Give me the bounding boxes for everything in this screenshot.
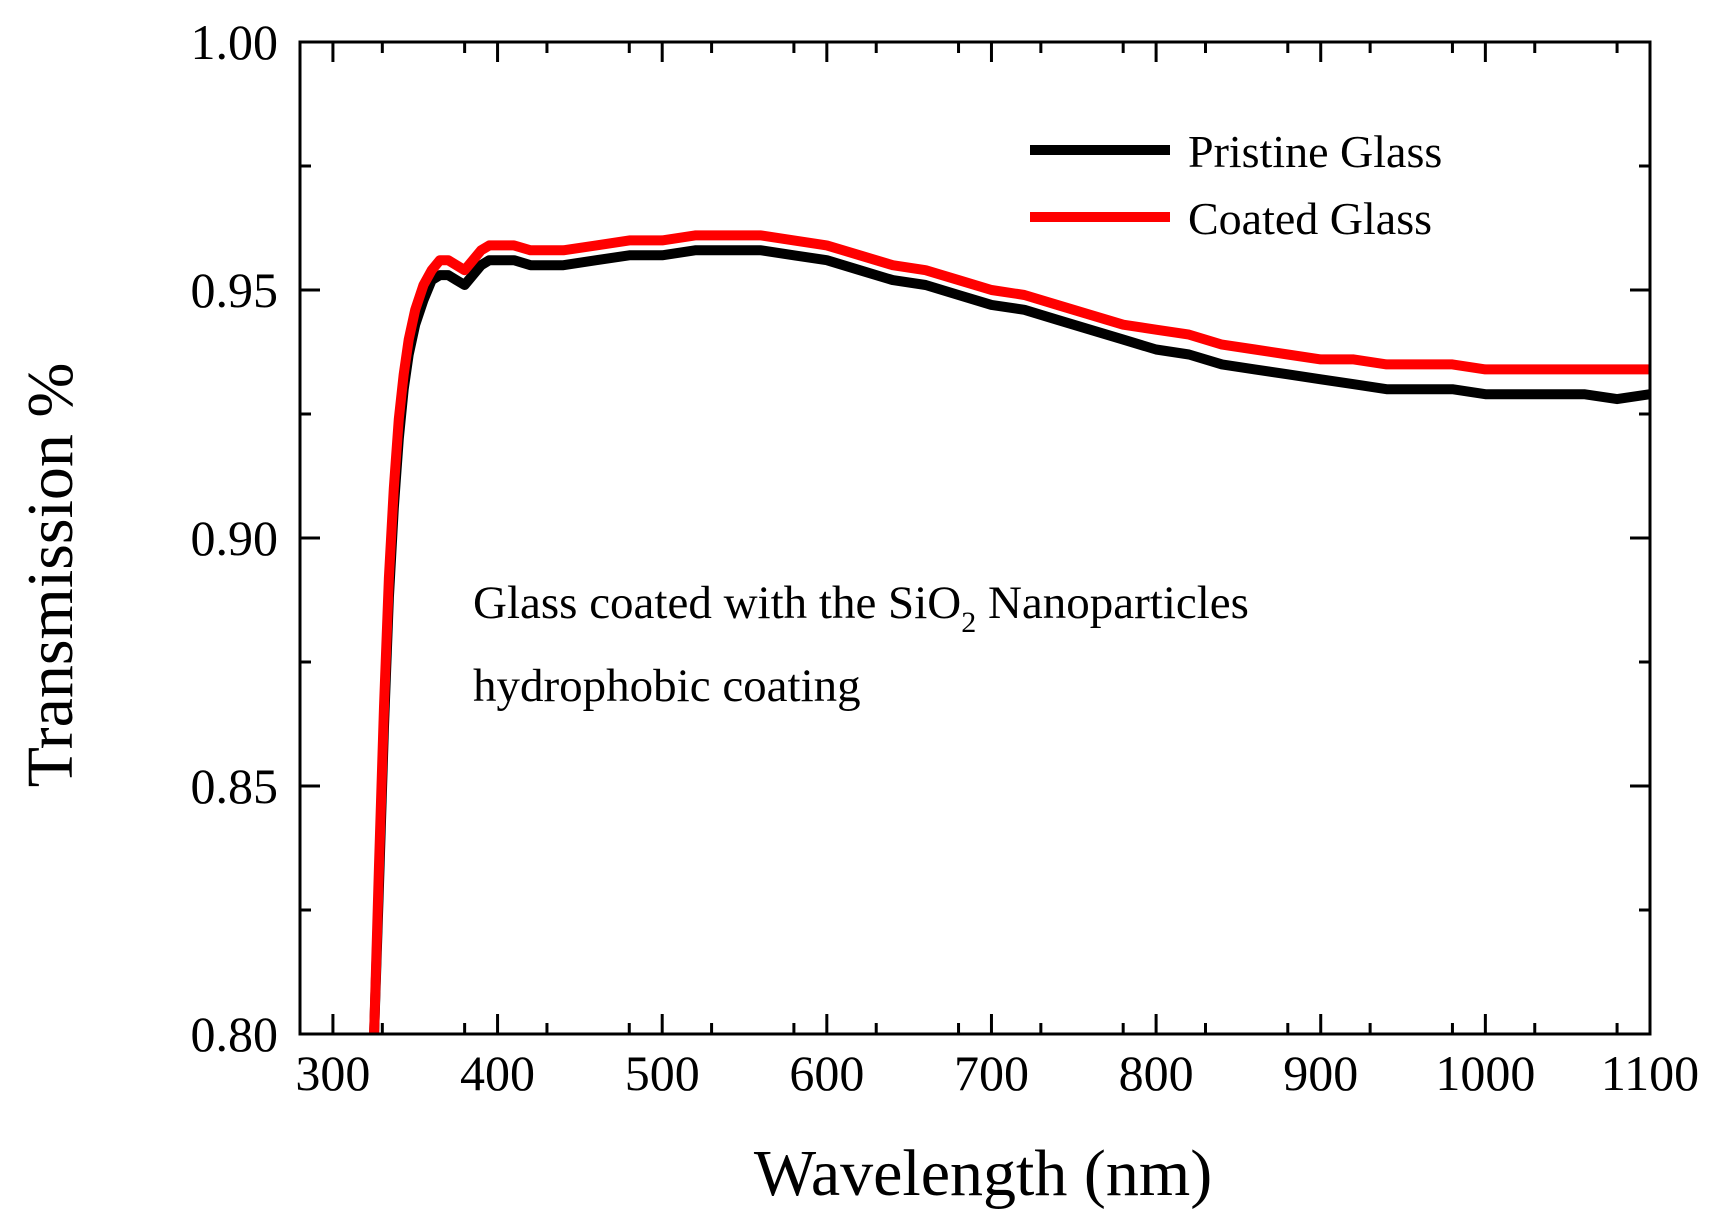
x-tick-label: 300 <box>295 1045 370 1101</box>
annotation-prefix: Glass coated with the SiO <box>473 577 961 629</box>
x-tick-label: 1000 <box>1435 1045 1535 1101</box>
plot-frame <box>298 40 1652 1036</box>
x-tick-label: 700 <box>954 1045 1029 1101</box>
y-tick-label: 0.95 <box>191 262 279 318</box>
y-axis-title: Transmission % <box>14 363 87 788</box>
annotation-line-2: hydrophobic coating <box>473 660 861 712</box>
x-tick-label: 900 <box>1283 1045 1358 1101</box>
x-axis-title: Wavelength (nm) <box>754 1137 1212 1210</box>
y-tick-label: 0.80 <box>191 1006 279 1062</box>
y-tick-label: 1.00 <box>191 14 279 70</box>
x-tick-label: 400 <box>460 1045 535 1101</box>
plot-area: 300 400 500 600 700 800 900 1000 1100 0.800.850.… <box>191 14 1700 1101</box>
annotation: Glass coated with the SiO2 Nanoparticles… <box>473 577 1249 712</box>
x-tick-label: 600 <box>789 1045 864 1101</box>
y-tick-label: 0.85 <box>191 758 279 814</box>
x-tick-label: 1100 <box>1601 1045 1699 1101</box>
legend: Pristine Glass Coated Glass <box>1030 126 1442 244</box>
annotation-suffix: Nanoparticles <box>976 577 1249 629</box>
series-line-coated-glass <box>369 230 1650 1035</box>
legend-label-pristine: Pristine Glass <box>1188 126 1442 177</box>
y-axis-ticks: 0.80 0.85 0.90 0.95 1.00 <box>191 14 1650 1062</box>
annotation-line-1: Glass coated with the SiO2 Nanoparticles <box>473 577 1249 639</box>
x-axis-ticks: 300 400 500 600 700 800 900 1000 1100 <box>295 42 1699 1101</box>
legend-label-coated: Coated Glass <box>1188 193 1432 244</box>
x-tick-label: 500 <box>625 1045 700 1101</box>
y-tick-label: 0.90 <box>191 510 279 566</box>
x-tick-label: 800 <box>1119 1045 1194 1101</box>
series-layer <box>369 230 1651 1035</box>
annotation-subscript: 2 <box>961 606 976 639</box>
